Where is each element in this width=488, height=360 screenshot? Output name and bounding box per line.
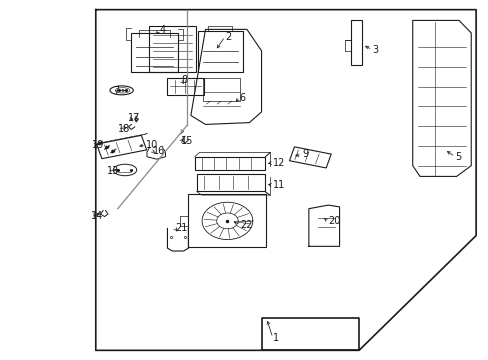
Text: 5: 5 bbox=[454, 152, 461, 162]
Text: 13: 13 bbox=[107, 166, 119, 176]
Text: 11: 11 bbox=[272, 180, 285, 190]
Text: 15: 15 bbox=[181, 136, 193, 146]
Bar bbox=[149, 26, 195, 72]
Bar bbox=[194, 157, 265, 170]
Text: 12: 12 bbox=[272, 158, 285, 168]
Text: 3: 3 bbox=[371, 45, 378, 55]
Text: 17: 17 bbox=[127, 113, 140, 123]
Text: 21: 21 bbox=[175, 224, 187, 233]
Bar bbox=[167, 78, 203, 95]
Text: 20: 20 bbox=[328, 216, 340, 226]
Text: 10: 10 bbox=[146, 140, 158, 150]
Text: 8: 8 bbox=[181, 75, 187, 85]
Bar bbox=[203, 78, 239, 101]
Text: 18: 18 bbox=[118, 124, 130, 134]
Text: 6: 6 bbox=[239, 93, 245, 103]
Text: 22: 22 bbox=[240, 220, 253, 230]
Text: 16: 16 bbox=[153, 146, 165, 156]
Bar bbox=[131, 33, 177, 72]
Text: 4: 4 bbox=[159, 25, 165, 35]
Text: 9: 9 bbox=[302, 149, 307, 159]
Bar bbox=[350, 21, 361, 65]
Text: 19: 19 bbox=[92, 140, 104, 150]
Bar bbox=[196, 174, 264, 192]
Text: 14: 14 bbox=[91, 211, 103, 221]
Bar bbox=[188, 194, 266, 247]
Text: 7: 7 bbox=[113, 86, 119, 96]
Bar bbox=[198, 31, 243, 72]
Text: 1: 1 bbox=[272, 333, 278, 343]
Text: 2: 2 bbox=[224, 32, 231, 41]
